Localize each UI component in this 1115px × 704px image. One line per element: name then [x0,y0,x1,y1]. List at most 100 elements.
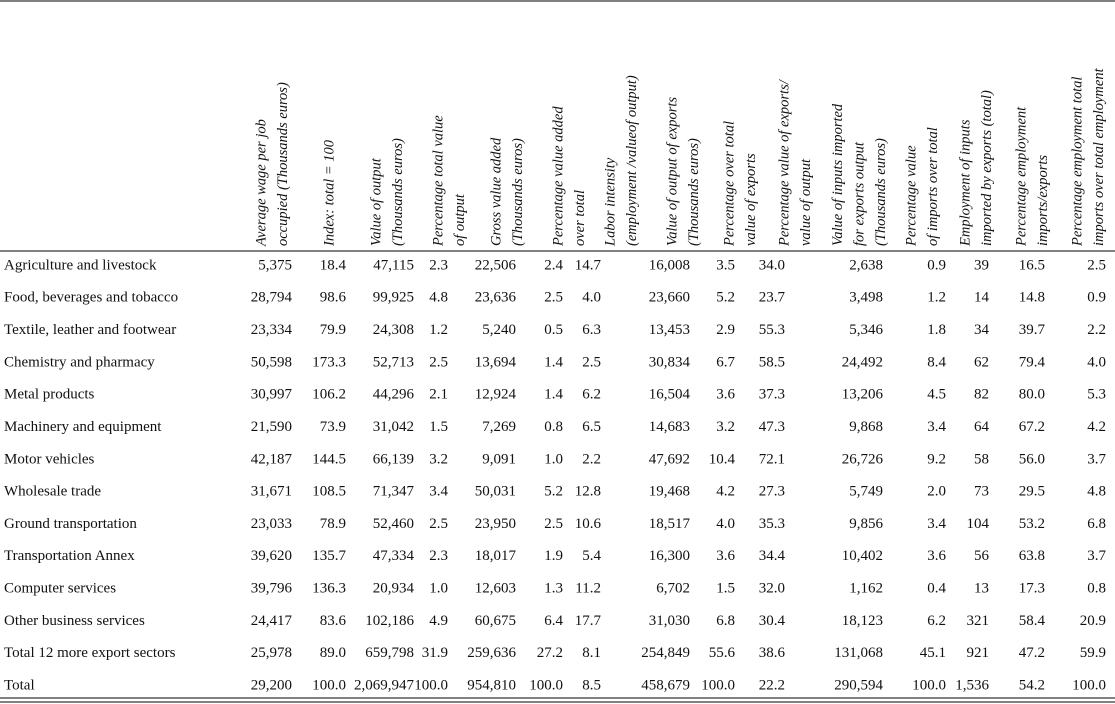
column-header: Value of inputs imported [830,103,846,246]
row-label: Other business services [4,613,145,629]
cell: 20.9 [1080,613,1106,629]
cell: 28,794 [251,290,293,306]
cell: 16,504 [649,387,691,403]
cell: 100.0 [312,677,346,693]
cell: 66,139 [373,451,414,467]
cell: 8.1 [582,645,601,661]
cell: 4.8 [1087,484,1106,500]
cell: 47.3 [759,419,785,435]
cell: 3.7 [1087,548,1106,564]
cell: 39,620 [251,548,292,564]
column-header: imported by exports (total) [979,90,995,246]
cell: 24,492 [842,354,883,370]
cell: 16.5 [1019,257,1045,273]
cell: 34.0 [759,257,785,273]
column-header: value of output [798,158,814,246]
cell: 6.4 [544,613,563,629]
cell: 55.6 [709,645,736,661]
cell: 13,453 [649,322,690,338]
cell: 89.0 [320,645,346,661]
cell: 3.6 [716,387,735,403]
cell: 18.4 [320,257,347,273]
cell: 100.0 [1072,677,1106,693]
cell: 106.2 [312,387,346,403]
cell: 73 [974,484,989,500]
cell: 954,810 [467,677,516,693]
cell: 31,030 [649,613,690,629]
column-header: Percentage over total [722,121,738,247]
cell: 38.6 [759,645,786,661]
cell: 100.0 [912,677,946,693]
cell: 2,069,947 [354,677,415,693]
cell: 58.4 [1019,613,1046,629]
column-header: imports over total employment [1091,67,1107,246]
cell: 23,660 [649,290,690,306]
cell: 47,692 [649,451,690,467]
column-header: Percentage value added [551,106,567,247]
cell: 55.3 [759,322,785,338]
cell: 42,187 [251,451,293,467]
cell: 79.4 [1019,354,1046,370]
cell: 37.3 [759,387,785,403]
column-header: Percentage total value [431,115,447,247]
cell: 19,468 [649,484,690,500]
cell: 30.4 [759,613,786,629]
cell: 102,186 [365,613,414,629]
cell: 10,402 [842,548,883,564]
cell: 1.9 [544,548,563,564]
cell: 80.0 [1019,387,1045,403]
cell: 67.2 [1019,419,1045,435]
cell: 21,590 [251,419,292,435]
cell: 2.5 [429,354,448,370]
column-header: Employment of inputs [958,119,974,247]
cell: 26,726 [842,451,884,467]
cell: 32.0 [759,581,785,597]
cell: 6.2 [927,613,946,629]
column-header: Gross value added [489,137,505,246]
cell: 3.6 [716,548,735,564]
cell: 98.6 [320,290,347,306]
row-label: Ground transportation [4,516,137,532]
column-header: (employment /valueof output) [624,75,640,246]
cell: 5,749 [849,484,883,500]
cell: 22,506 [475,257,517,273]
cell: 5.4 [582,548,601,564]
cell: 1.8 [927,322,946,338]
cell: 73.9 [320,419,346,435]
cell: 1.3 [544,581,563,597]
cell: 1.2 [429,322,448,338]
cell: 2.5 [582,354,601,370]
cell: 3.4 [429,484,448,500]
cell: 2.4 [544,257,563,273]
cell: 5.2 [544,484,563,500]
cell: 1.0 [429,581,448,597]
cell: 921 [967,645,990,661]
cell: 136.3 [312,581,346,597]
cell: 22.2 [759,677,785,693]
column-header: of output [452,193,468,246]
cell: 0.9 [1087,290,1106,306]
cell: 2.5 [1087,257,1106,273]
column-header: for exports output [851,141,867,246]
cell: 34.4 [759,548,786,564]
row-label: Transportation Annex [4,548,135,564]
cell: 14 [974,290,990,306]
cell: 9,868 [849,419,883,435]
cell: 5,375 [258,257,292,273]
row-label: Textile, leather and footwear [4,322,176,338]
cell: 3.7 [1087,451,1106,467]
cell: 83.6 [320,613,347,629]
cell: 0.5 [544,322,563,338]
cell: 23,636 [475,290,517,306]
cell: 6.5 [582,419,601,435]
cell: 13,206 [842,387,884,403]
column-header: Index: total = 100 [321,139,337,247]
column-header: Percentage value of exports/ [777,78,793,247]
cell: 2,638 [849,257,883,273]
cell: 2.1 [429,387,448,403]
cell: 56 [974,548,990,564]
cell: 0.9 [927,257,946,273]
cell: 1.2 [927,290,946,306]
cell: 1.5 [429,419,448,435]
cell: 16,300 [649,548,690,564]
